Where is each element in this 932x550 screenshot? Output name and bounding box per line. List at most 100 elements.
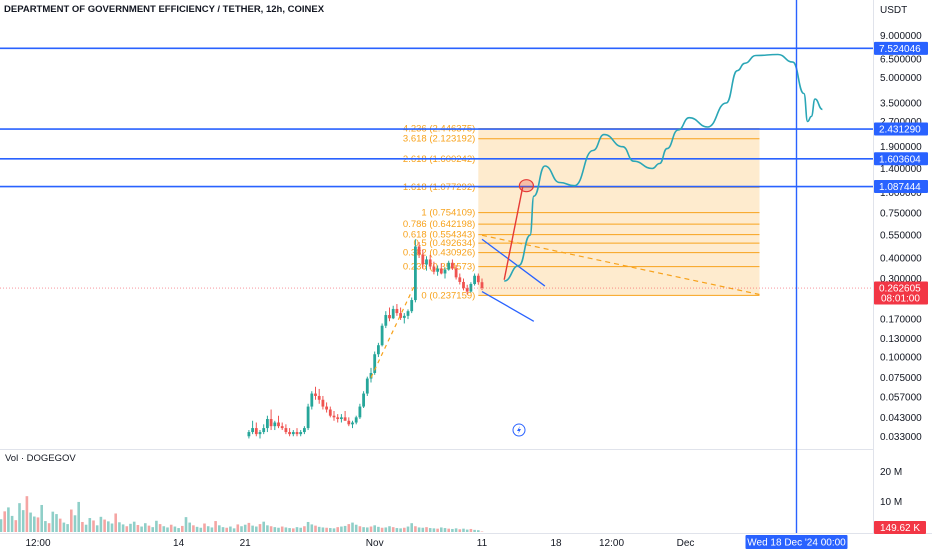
candle-body [351, 422, 354, 425]
price-tick-label: 9.000000 [880, 31, 922, 42]
fibonacci-retracement[interactable]: 0 (0.237159) 0.236 (0.354573) 0.382 (0.430… [403, 124, 760, 302]
volume-bar [70, 509, 73, 532]
candle-body [458, 277, 462, 282]
volume-bar [347, 524, 351, 532]
fib-level-label: 3.618 (2.123192) [403, 134, 475, 145]
candle-body [332, 415, 336, 418]
volume-bar [399, 528, 402, 532]
volume-bar [469, 528, 473, 532]
volume-bars [0, 496, 484, 532]
volume-bar [0, 519, 3, 532]
candle-body [417, 246, 421, 255]
price-tick-label: 0.100000 [880, 353, 922, 364]
volume-bar [417, 527, 421, 532]
candle-body [247, 432, 251, 437]
volume-bar [440, 527, 443, 532]
crosshair-date-tag [745, 535, 848, 549]
volume-bar [155, 520, 158, 532]
horizontal-lines[interactable] [0, 47, 873, 188]
volume-bar [384, 527, 388, 532]
fib-level-label: 1 (0.754109) [421, 208, 475, 219]
volume-bar [110, 523, 114, 532]
candle-body [480, 282, 484, 288]
volume-bar [173, 526, 177, 532]
volume-bar [132, 521, 136, 532]
volume-bar [266, 525, 269, 532]
volume-bar [162, 526, 166, 532]
volume-bar [36, 517, 40, 532]
volume-tick-label: 10 M [880, 497, 902, 508]
currency-label: USDT [880, 5, 907, 16]
volume-bar [299, 527, 302, 532]
price-tick-label: 6.500000 [880, 54, 922, 65]
candle-body [325, 406, 328, 410]
candle-body [358, 406, 362, 418]
time-tick-label: Nov [366, 538, 384, 549]
time-tick-label: 11 [477, 538, 488, 549]
volume-bar [403, 527, 406, 532]
volume-bar [280, 526, 284, 532]
volume-bar [462, 528, 465, 532]
candle-body [462, 281, 465, 289]
volume-bar [436, 528, 439, 532]
volume-bar [3, 511, 6, 532]
candle-body [380, 325, 384, 346]
volume-bar [273, 527, 277, 532]
level-price-tag [874, 122, 928, 136]
volume-bar [454, 528, 458, 532]
drawings[interactable] [370, 53, 823, 437]
volume-bar [255, 526, 258, 532]
volume-bar [432, 528, 436, 532]
level-price-tag [874, 41, 928, 55]
candle-body [399, 313, 402, 318]
volume-bar [99, 516, 103, 532]
volume-bar [310, 524, 314, 532]
volume-bar [243, 524, 247, 532]
candle-body [377, 345, 380, 355]
volume-bar [380, 527, 384, 532]
volume-last-label: 149.62 K [880, 523, 920, 534]
volume-bar [251, 525, 254, 532]
volume-bar [362, 527, 365, 532]
candle-body [369, 372, 373, 379]
volume-bar [277, 527, 280, 532]
candle-body [262, 428, 266, 433]
candle-body [414, 246, 417, 301]
fib-level-label: 0.382 (0.430926) [403, 248, 475, 259]
volume-bar [406, 526, 410, 532]
volume-bar [317, 526, 321, 532]
candle-body [314, 393, 317, 396]
volume-bar [88, 518, 92, 532]
volume-bar [177, 528, 180, 532]
candle-body [251, 428, 254, 433]
target-circle [518, 179, 535, 193]
level-price-tag-label: 2.431290 [879, 125, 921, 136]
channel-upper-line [481, 238, 546, 287]
volume-bar [292, 528, 295, 532]
volume-bar [40, 504, 43, 532]
fib-level-label: 0 (0.237159) [421, 290, 475, 301]
grid [0, 0, 932, 534]
volume-bar [414, 526, 417, 532]
level-price-tag [874, 152, 928, 166]
candlesticks [247, 239, 484, 439]
candle-body [277, 422, 280, 427]
volume-bar [103, 519, 106, 532]
volume-bar [51, 511, 55, 532]
price-tick-label: 0.300000 [880, 274, 922, 285]
crosshair-date-label: Wed 18 Dec '24 00:00 [747, 538, 846, 549]
candle-body [406, 311, 410, 316]
candle-body [336, 417, 340, 420]
volume-bar [144, 523, 147, 532]
volume-bar [340, 526, 343, 532]
candle-body [266, 419, 269, 429]
volume-bar [181, 525, 184, 532]
dashed-trend-line [481, 234, 760, 296]
volume-bar [221, 527, 225, 532]
candle-body [258, 432, 262, 435]
price-axis[interactable]: 9.0000006.5000005.0000003.5000002.700000… [874, 31, 928, 535]
volume-bar [421, 527, 425, 532]
volume-bar [7, 507, 10, 532]
